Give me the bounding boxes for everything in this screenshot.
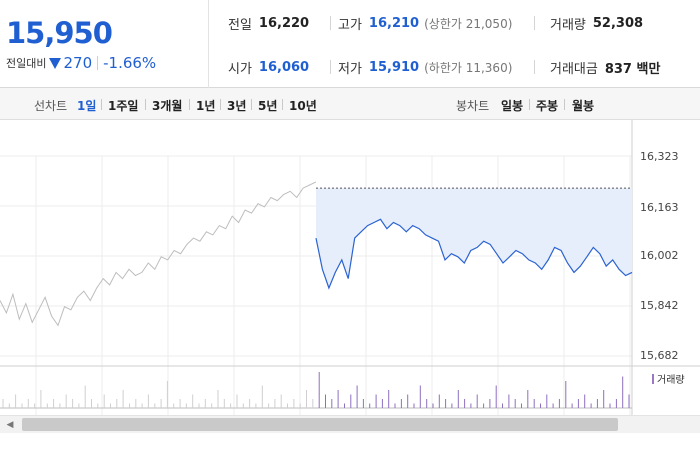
period-1d[interactable]: 1일 [77,99,97,113]
period-3m[interactable]: 3개월 [152,99,183,113]
divider [564,99,565,110]
scroll-left-icon[interactable]: ◀ [6,420,14,430]
y-tick-label: 16,323 [640,150,679,163]
period-10y[interactable]: 10년 [289,99,317,113]
y-tick-label: 15,682 [640,349,679,362]
chart-scrollbar[interactable]: ◀ [0,415,700,433]
divider [101,99,102,110]
divider [97,56,99,70]
price-panel: 15,950 전일대비 270 -1.66% [0,0,209,88]
scroll-thumb[interactable] [22,418,618,431]
price-chart: 16,323 16,163 16,002 15,842 15,682 거래량 [0,120,700,415]
divider [529,99,530,110]
stat-label: 시가 [228,61,252,77]
candle-monthly[interactable]: 월봉 [572,99,595,113]
stat-value: 16,210 [368,15,420,31]
change-label: 전일대비 [6,57,47,70]
candle-weekly[interactable]: 주봉 [536,99,559,113]
stat-label: 전일 [228,17,252,33]
chart-toolbar: 선차트 1일 1주일 3개월 1년 3년 5년 10년 봉차트 일봉 주봉 월봉 [0,88,700,120]
stat-label: 거래량 [550,17,586,33]
candle-chart-label: 봉차트 [456,99,490,113]
quote-header: 15,950 전일대비 270 -1.66% 전일 16,220 고가 16,2… [0,0,700,88]
down-triangle-icon [49,57,62,69]
stat-label: 고가 [338,17,362,33]
y-tick-label: 16,002 [640,249,679,262]
line-chart-label: 선차트 [34,99,68,113]
divider [145,99,146,110]
change-percent: -1.66% [103,54,157,72]
stat-value: 52,308 [592,15,644,31]
candle-daily[interactable]: 일봉 [501,99,524,113]
divider [330,16,331,30]
current-price: 15,950 [6,16,113,50]
change-amount: 270 [63,54,93,72]
stat-high: 고가 16,210 (상한가 21,050) [338,13,512,33]
divider [534,16,535,30]
stat-label: 거래대금 [550,61,598,77]
stat-extra: (하한가 11,360) [424,60,513,75]
stat-value: 16,060 [258,59,310,75]
stat-label: 저가 [338,61,362,77]
volume-legend: 거래량 [652,371,685,386]
divider [189,99,190,110]
quote-stats: 전일 16,220 고가 16,210 (상한가 21,050) 거래량 52,… [209,0,700,88]
volume-legend-label: 거래량 [657,375,685,386]
period-3y[interactable]: 3년 [227,99,247,113]
volume-swatch [652,373,654,384]
series-line-previous [0,181,317,327]
stat-open: 시가 16,060 [228,57,309,77]
period-1w[interactable]: 1주일 [108,99,139,113]
divider [220,99,221,110]
stat-turnover: 거래대금 837 백만 [550,57,660,77]
stat-low: 저가 15,910 (하한가 11,360) [338,57,512,77]
divider [282,99,283,110]
stat-value: 837 백만 [604,61,661,77]
period-1y[interactable]: 1년 [196,99,216,113]
period-5y[interactable]: 5년 [258,99,278,113]
area-fill [316,188,632,288]
divider [251,99,252,110]
price-change: 전일대비 270 -1.66% [6,54,156,72]
stat-prev-close: 전일 16,220 [228,13,309,33]
stat-extra: (상한가 21,050) [424,16,513,31]
stat-value: 16,220 [258,15,310,31]
price-chart-svg [0,120,700,415]
y-tick-label: 16,163 [640,201,679,214]
stat-volume: 거래량 52,308 [550,13,643,33]
divider [330,60,331,74]
series-line-today [315,218,633,290]
divider [534,60,535,74]
y-tick-label: 15,842 [640,299,679,312]
stat-value: 15,910 [368,59,420,75]
